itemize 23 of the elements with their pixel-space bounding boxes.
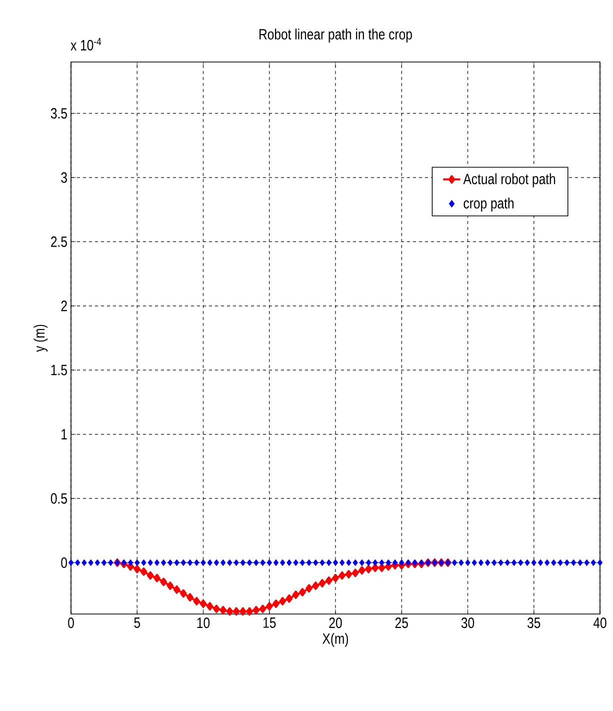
- y-axis-title: y (m): [34, 324, 48, 352]
- chart-title: Robot linear path in the crop: [260, 28, 412, 42]
- x-tick-label: 20: [329, 618, 342, 628]
- y-tick-label: 0.5: [50, 493, 67, 504]
- text: x 10$^{-4}$: [70, 38, 102, 50]
- y-tick-label: 2.5: [51, 236, 67, 248]
- x-tick-label: 25: [395, 618, 408, 628]
- x-tick-label: 35: [528, 618, 540, 628]
- y-tick-label: 3.5: [50, 108, 67, 119]
- x-tick-label: 0: [68, 618, 74, 628]
- y-tick-label: 1: [62, 429, 67, 440]
- x-axis-title: X(m): [322, 632, 348, 647]
- y-tick-label: 3: [61, 172, 67, 183]
- y-tick-label: 1.5: [51, 364, 67, 376]
- x-tick-label: 30: [461, 618, 474, 628]
- y-tick-label: 2: [61, 300, 67, 312]
- x-tick-label: 10: [197, 618, 210, 628]
- x-tick-label: 15: [264, 618, 276, 628]
- legend-label: crop path: [464, 198, 514, 212]
- legend-label: Actual robot path: [463, 173, 556, 188]
- x-tick-label: 5: [134, 618, 140, 628]
- y-tick-label: 0: [61, 557, 67, 568]
- x-tick-label: 40: [593, 618, 606, 628]
